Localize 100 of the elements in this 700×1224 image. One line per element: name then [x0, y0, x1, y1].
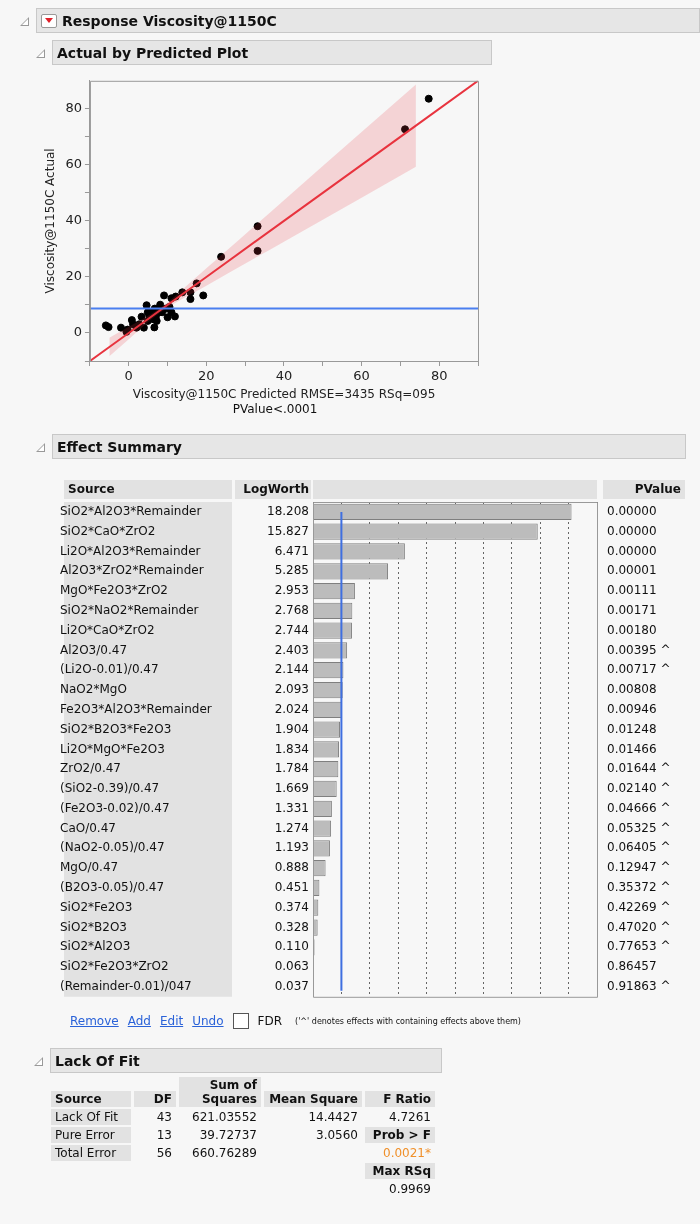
text: 0.05325 ^	[607, 820, 671, 835]
y-tick-label: (SiO2-0.39)/0.47	[60, 781, 160, 796]
text: Max RSq	[365, 1163, 435, 1179]
y-tick-label: 80	[65, 100, 82, 116]
data-label: 2.024	[274, 701, 309, 716]
data-label: 0.328	[274, 919, 309, 934]
y-tick-label: 20	[65, 268, 82, 284]
text: 0.00000	[607, 523, 657, 538]
chart-title: Response Viscosity@1150C	[62, 12, 277, 29]
text: 0.00717 ^	[607, 662, 671, 677]
data-label: 1.193	[274, 840, 309, 855]
y-tick-label: (Fe2O3-0.02)/0.47	[60, 800, 170, 815]
text: 660.76289	[191, 1145, 258, 1161]
data-label: 0.451	[274, 880, 309, 895]
text: Source	[51, 1091, 131, 1107]
data-label: 2.768	[274, 602, 309, 617]
data-label: 0.374	[274, 899, 309, 914]
y-tick-label: ZrO2/0.47	[60, 761, 121, 776]
text: 0.00000	[607, 543, 657, 558]
y-tick-label: Al2O3*ZrO2*Remainder	[60, 563, 204, 578]
data-label: 2.403	[274, 642, 309, 657]
text: Remove	[70, 1014, 119, 1028]
y-tick-label: SiO2*B2O3	[60, 919, 127, 934]
y-tick-label: Fe2O3*Al2O3*Remainder	[60, 701, 212, 716]
y2-axis-title: PValue	[634, 482, 681, 497]
text: 0.00171	[607, 602, 657, 617]
text: 0.86457	[607, 959, 657, 974]
text: Lack Of Fit	[51, 1109, 131, 1125]
x-tick-label: 20	[198, 368, 215, 384]
x-axis-title: Viscosity@1150C Predicted RMSE=3435 RSq=095	[132, 386, 436, 401]
data-label: 0.063	[274, 959, 309, 974]
data-label: 6.471	[274, 543, 309, 558]
y-tick-label: CaO/0.47	[60, 820, 116, 835]
y-tick-label: SiO2*Al2O3*Remainder	[60, 504, 202, 519]
x-tick-label: 60	[353, 368, 370, 384]
text: Add	[127, 1014, 151, 1028]
text: PValue<.0001	[231, 402, 319, 416]
text: Lack Of Fit	[55, 1052, 140, 1069]
text: 0.04666 ^	[607, 800, 671, 815]
text: ('^' denotes effects with containing effects above them)	[295, 1016, 521, 1026]
y-tick-label: 0	[73, 324, 82, 340]
text: 0.01466	[607, 741, 657, 756]
text: 0.00808	[607, 682, 657, 697]
data-label: 1.669	[274, 781, 309, 796]
text: Mean Square	[264, 1091, 362, 1107]
text: 0.12947 ^	[607, 860, 671, 875]
data-label: 5.285	[274, 563, 309, 578]
y-tick-label: SiO2*NaO2*Remainder	[60, 602, 199, 617]
y-tick-label: (B2O3-0.05)/0.47	[60, 880, 165, 895]
data-label: 2.744	[274, 622, 309, 637]
text: 0.9969	[388, 1181, 432, 1197]
text: 56	[155, 1145, 173, 1161]
text: 0.00395 ^	[607, 642, 671, 657]
text: 0.02140 ^	[607, 781, 671, 796]
text: 0.42269 ^	[607, 899, 671, 914]
text: 0.00180	[607, 622, 657, 637]
x-tick-label: 40	[275, 368, 293, 384]
data-label: 1.834	[274, 741, 309, 756]
text: 0.00946	[607, 701, 657, 716]
y-tick-label: Li2O*Al2O3*Remainder	[60, 543, 201, 558]
text: 43	[155, 1109, 173, 1125]
data-label: 1.274	[274, 820, 309, 835]
data-label: 15.827	[267, 523, 309, 538]
y-tick-label: (Remainder-0.01)/047	[60, 979, 192, 994]
x-axis-title: LogWorth	[243, 482, 309, 497]
data-label: 1.904	[274, 721, 309, 736]
text: 13	[155, 1127, 173, 1143]
text: 0.77653 ^	[607, 939, 671, 954]
y-tick-label: Al2O3/0.47	[60, 642, 128, 657]
text: 14.4427	[307, 1109, 359, 1125]
y-axis-title: Source	[68, 482, 115, 497]
text: 4.7261	[388, 1109, 432, 1125]
y-tick-label: Li2O*CaO*ZrO2	[60, 622, 155, 637]
y-tick-label: MgO*Fe2O3*ZrO2	[60, 583, 168, 598]
text: Effect Summary	[57, 438, 182, 455]
text: Pure Error	[51, 1127, 131, 1143]
y-tick-label: 60	[65, 156, 82, 172]
data-label: 1.784	[274, 761, 309, 776]
text: Sum of Squares	[179, 1077, 261, 1107]
y-tick-label: SiO2*CaO*ZrO2	[60, 523, 156, 538]
data-label: 1.331	[274, 800, 309, 815]
text: 0.0021*	[382, 1145, 432, 1161]
text: F Ratio	[365, 1091, 435, 1107]
text: 0.00111	[607, 583, 657, 598]
chart-subtitle: Actual by Predicted Plot	[57, 44, 249, 61]
text: 0.00001	[607, 563, 657, 578]
y-tick-label: (Li2O-0.01)/0.47	[60, 662, 159, 677]
data-label: 2.953	[274, 583, 309, 598]
y-axis-title: Viscosity@1150C Actual	[43, 148, 58, 294]
text: 0.91863 ^	[607, 979, 671, 994]
y-tick-label: SiO2*B2O3*Fe2O3	[60, 721, 172, 736]
text: 621.03552	[191, 1109, 258, 1125]
y-tick-label: (NaO2-0.05)/0.47	[60, 840, 165, 855]
data-label: 2.144	[274, 662, 309, 677]
data-label: 0.888	[274, 860, 309, 875]
text: Undo	[192, 1014, 224, 1028]
y-tick-label: SiO2*Fe2O3	[60, 899, 133, 914]
text: 0.35372 ^	[607, 880, 671, 895]
text: Prob > F	[365, 1127, 435, 1143]
text: 0.01248	[607, 721, 657, 736]
